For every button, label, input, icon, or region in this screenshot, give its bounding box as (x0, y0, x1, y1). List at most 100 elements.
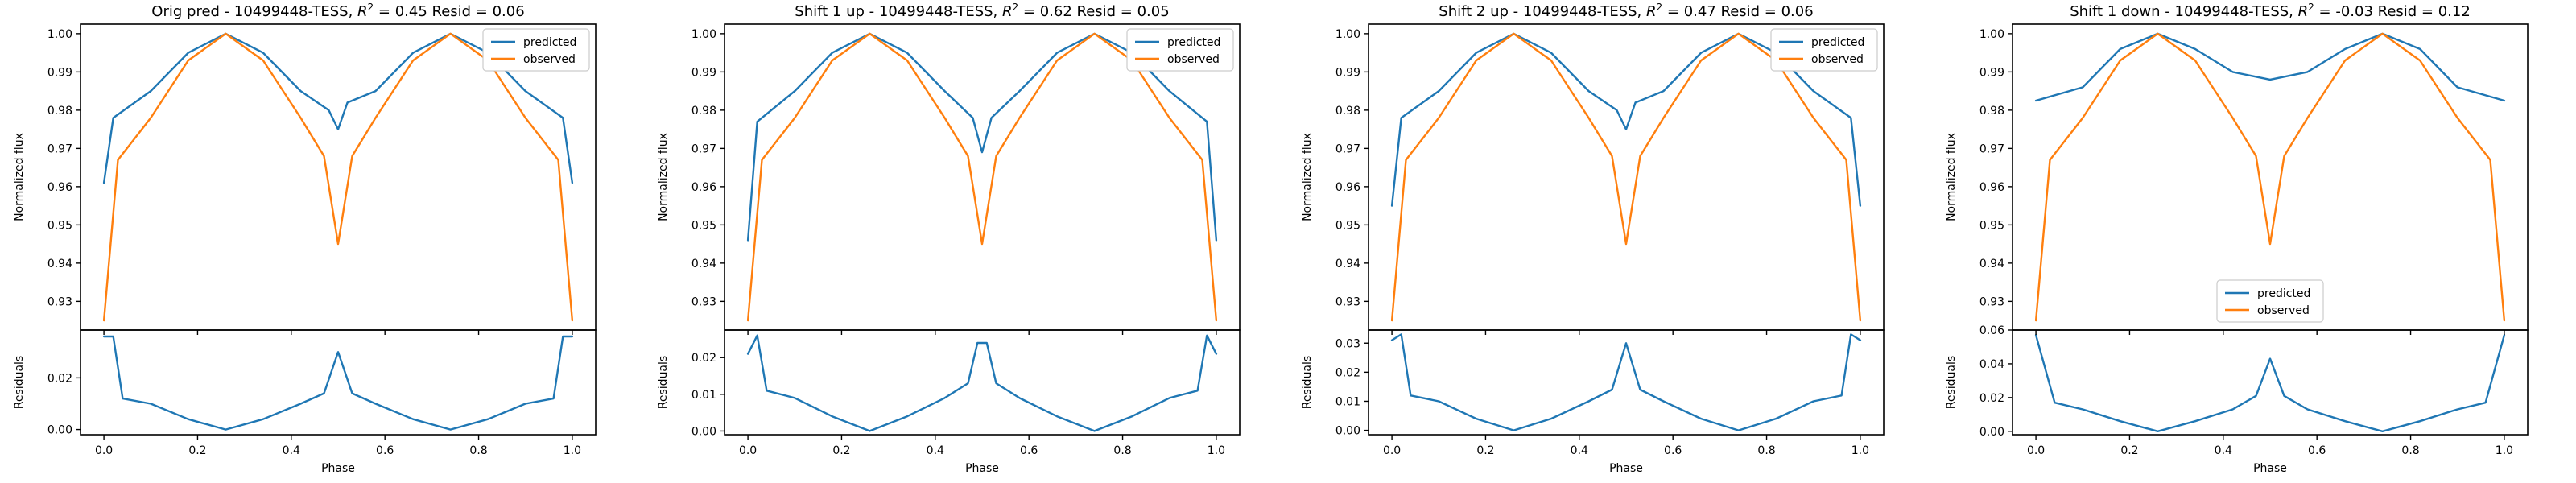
residual-y-tick-label: 0.02 (691, 352, 716, 365)
x-tick-label: 0.4 (927, 444, 944, 457)
y-tick-label: 0.97 (47, 142, 72, 155)
x-axis-label: Phase (321, 462, 355, 475)
y-tick-label: 1.00 (1335, 28, 1360, 41)
chart-title: Shift 1 down - 10499448-TESS, R2 = -0.03… (2070, 2, 2471, 20)
y-tick-label: 0.99 (1979, 66, 2004, 79)
x-tick-label: 0.2 (832, 444, 850, 457)
y-tick-label: 0.98 (47, 105, 72, 118)
residual-y-tick-label: 0.02 (1335, 366, 1360, 379)
y-tick-label: 0.97 (1335, 142, 1360, 155)
chart-title: Shift 2 up - 10499448-TESS, R2 = 0.47 Re… (1439, 2, 1813, 20)
y-axis-label: Normalized flux (13, 133, 26, 221)
x-tick-label: 0.8 (2401, 444, 2419, 457)
residual-axes-frame (1368, 329, 1885, 436)
series-line-predicted (2034, 32, 2506, 102)
residual-y-tick-label: 0.04 (1979, 358, 2004, 371)
y-tick-label: 0.93 (1335, 295, 1360, 308)
legend-label-observed: observed (1167, 53, 1220, 66)
legend-box (1126, 28, 1234, 72)
residual-line (102, 335, 574, 431)
residual-axes-frame (80, 329, 597, 436)
y-tick-label: 0.95 (1979, 219, 2004, 232)
y-axis-label: Normalized flux (657, 133, 670, 221)
residual-y-tick-label: 0.02 (47, 372, 72, 385)
residual-y-tick-label: 0.03 (1335, 337, 1360, 350)
residual-y-tick-label: 0.00 (47, 424, 72, 437)
residual-y-axis-label: Residuals (657, 356, 670, 409)
x-tick-label: 0.0 (95, 444, 113, 457)
legend: predicted observed (1126, 28, 1234, 72)
x-tick-label: 0.8 (469, 444, 487, 457)
y-tick-label: 0.93 (1979, 295, 2004, 308)
legend-box (1770, 28, 1878, 72)
residual-y-axis-label: Residuals (1301, 356, 1314, 409)
x-tick-label: 0.4 (283, 444, 300, 457)
y-tick-label: 0.97 (1979, 142, 2004, 155)
x-tick-label: 0.6 (376, 444, 394, 457)
series-line-observed (746, 32, 1218, 322)
x-tick-label: 1.0 (2496, 444, 2513, 457)
legend-box (482, 28, 590, 72)
series-line-observed (102, 32, 574, 322)
y-tick-label: 0.96 (1335, 181, 1360, 194)
x-tick-label: 0.6 (1664, 444, 1682, 457)
y-tick-label: 1.00 (47, 28, 72, 41)
legend-label-observed: observed (523, 53, 576, 66)
x-tick-label: 1.0 (1208, 444, 1225, 457)
x-tick-label: 0.6 (1020, 444, 1038, 457)
residual-line (746, 334, 1218, 432)
x-tick-label: 0.2 (2120, 444, 2138, 457)
x-tick-label: 0.0 (1383, 444, 1401, 457)
y-tick-label: 0.99 (1335, 66, 1360, 79)
legend-box (2216, 279, 2324, 323)
x-axis-label: Phase (965, 462, 999, 475)
y-axis-label: Normalized flux (1301, 133, 1314, 221)
y-tick-label: 0.94 (691, 258, 716, 270)
y-tick-label: 0.94 (47, 258, 72, 270)
residual-y-axis-label: Residuals (13, 356, 26, 409)
series-line-observed (1390, 32, 1862, 322)
residual-y-tick-label: 0.00 (1979, 426, 2004, 439)
y-tick-label: 0.99 (691, 66, 716, 79)
legend-label-observed: observed (1811, 53, 1864, 66)
series-line-observed (2034, 32, 2506, 322)
legend-label-observed: observed (2257, 304, 2310, 317)
y-axis-label: Normalized flux (1945, 133, 1958, 221)
residual-y-axis-label: Residuals (1945, 356, 1958, 409)
legend-label-predicted: predicted (1811, 36, 1864, 49)
y-tick-label: 0.99 (47, 66, 72, 79)
x-tick-label: 0.8 (1757, 444, 1775, 457)
residual-axes-frame (2012, 329, 2529, 436)
chart-panel-3: Shift 2 up - 10499448-TESS, R2 = 0.47 Re… (1301, 2, 1885, 475)
x-tick-label: 0.4 (2215, 444, 2232, 457)
y-tick-label: 1.00 (691, 28, 716, 41)
chart-panel-2: Shift 1 up - 10499448-TESS, R2 = 0.62 Re… (657, 2, 1241, 475)
x-axis-label: Phase (2253, 462, 2287, 475)
x-tick-label: 0.0 (739, 444, 757, 457)
x-tick-label: 1.0 (1852, 444, 1869, 457)
legend-label-predicted: predicted (523, 36, 576, 49)
x-tick-label: 0.2 (188, 444, 206, 457)
legend: predicted observed (2216, 279, 2324, 323)
y-tick-label: 1.00 (1979, 28, 2004, 41)
y-tick-label: 0.94 (1979, 258, 2004, 270)
residual-y-tick-label: 0.00 (691, 425, 716, 438)
y-tick-label: 0.96 (1979, 181, 2004, 194)
y-tick-label: 0.93 (47, 295, 72, 308)
legend-label-predicted: predicted (2257, 287, 2310, 300)
residual-y-tick-label: 0.06 (1979, 324, 2004, 337)
chart-panel-1: Orig pred - 10499448-TESS, R2 = 0.45 Res… (13, 2, 597, 475)
y-tick-label: 0.95 (1335, 219, 1360, 232)
y-tick-label: 0.98 (691, 105, 716, 118)
chart-title: Shift 1 up - 10499448-TESS, R2 = 0.62 Re… (795, 2, 1169, 20)
y-tick-label: 0.95 (691, 219, 716, 232)
y-tick-label: 0.96 (47, 181, 72, 194)
chart-panel-4: Shift 1 down - 10499448-TESS, R2 = -0.03… (1945, 2, 2529, 475)
x-tick-label: 0.4 (1571, 444, 1588, 457)
y-tick-label: 0.98 (1979, 105, 2004, 118)
residual-y-tick-label: 0.00 (1335, 425, 1360, 438)
y-tick-label: 0.96 (691, 181, 716, 194)
x-tick-label: 0.6 (2308, 444, 2326, 457)
y-tick-label: 0.93 (691, 295, 716, 308)
